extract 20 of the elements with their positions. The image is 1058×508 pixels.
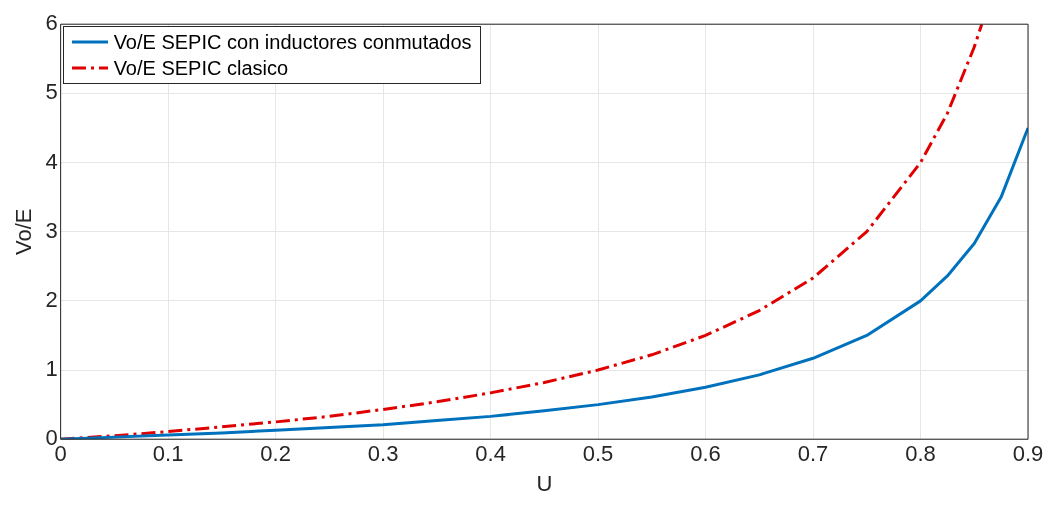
- x-tick-label: 0.8: [905, 441, 936, 467]
- y-tick-label: 4: [45, 148, 58, 174]
- y-tick-label: 2: [45, 286, 58, 312]
- y-tick-label: 3: [45, 217, 58, 243]
- y-axis-title: Vo/E: [11, 208, 37, 255]
- y-tick-label: 5: [45, 79, 58, 105]
- legend-label: Vo/E SEPIC clasico: [113, 56, 289, 82]
- x-tick-label: 0.7: [797, 441, 829, 467]
- x-axis-title: U: [536, 470, 553, 496]
- x-tick-label: 0.2: [260, 441, 291, 467]
- x-tick-label: 0.9: [1012, 441, 1044, 467]
- y-tick-label: 1: [45, 356, 58, 382]
- x-tick-label: 0.6: [690, 441, 721, 467]
- line-series: [60, 24, 984, 440]
- legend-label: Vo/E SEPIC con inductores conmutados: [113, 30, 472, 56]
- x-tick-label: 0.1: [152, 441, 184, 467]
- x-tick-label: 0.3: [367, 441, 399, 467]
- x-tick-label: 0.4: [475, 441, 506, 467]
- x-tick-label: 0.5: [582, 441, 614, 467]
- y-tick-label: 6: [45, 10, 58, 36]
